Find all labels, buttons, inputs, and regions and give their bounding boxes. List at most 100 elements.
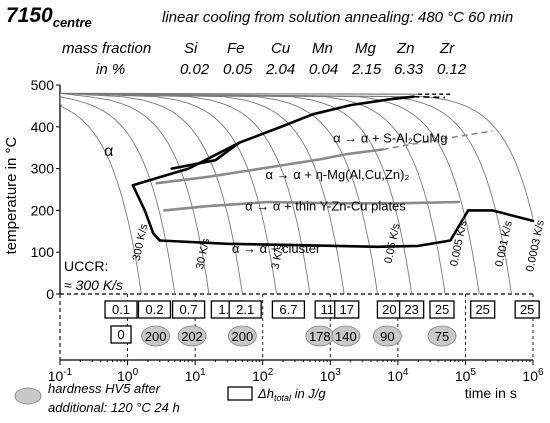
enthalpy-value-label: 23 [404, 302, 418, 317]
enthalpy-initial-label: 0 [117, 327, 124, 342]
hardness-value: 200 [232, 329, 254, 344]
element-symbol: Zn [397, 40, 415, 57]
hardness-value: 200 [145, 329, 167, 344]
cooling-curves [60, 92, 533, 294]
hardness-value: 178 [309, 329, 331, 344]
cooling-curve [60, 92, 277, 294]
phase-boundary-line [131, 141, 241, 187]
phase-boundary-line [131, 184, 162, 242]
hardness-marker [177, 325, 207, 347]
enthalpy-value-box [137, 300, 172, 319]
hardness-value: 90 [380, 329, 394, 344]
enthalpy-value-box [470, 300, 496, 319]
hardness-value: 140 [335, 329, 357, 344]
phase-boundary-dashed [382, 130, 493, 151]
element-value: 0.02 [180, 61, 210, 78]
x-tick-label: 10-1 [48, 367, 73, 384]
alloy-subscript: centre [52, 15, 92, 31]
cooling-rate-label: 0.005 K/s [448, 219, 470, 267]
element-value: 0.05 [223, 61, 253, 78]
hardness-value: 75 [435, 329, 449, 344]
enthalpy-value-label: 25 [475, 302, 489, 317]
cooling-curve [60, 92, 378, 294]
enthalpy-value-box [271, 300, 306, 319]
cooling-rate-label: 300 K/s [131, 223, 151, 262]
region-label: α → α + S-Al₂CuMg [333, 131, 447, 146]
element-value: 2.04 [266, 61, 296, 78]
enthalpy-value-box [334, 300, 360, 319]
cooling-curve [60, 92, 413, 294]
cooling-curve [60, 93, 142, 294]
region-label: α [104, 143, 113, 160]
enthalpy-value-label: 20 [382, 302, 396, 317]
x-tick-label: 101 [185, 367, 207, 384]
legend-hardness-text: additional: 120 °C 24 h [48, 400, 180, 415]
x-tick-label: 102 [252, 367, 274, 384]
enthalpy-value-label: 6.7 [279, 302, 297, 317]
alloy-title: 7150centre [6, 4, 92, 30]
cooling-curve [60, 92, 533, 221]
cooling-curve [60, 92, 512, 294]
y-tick-label: 500 [31, 77, 55, 93]
x-tick-label: 100 [117, 367, 139, 384]
phase-boundary-line [155, 148, 385, 185]
enthalpy-value-box [104, 300, 138, 319]
y-tick-label: 0 [46, 286, 54, 302]
legend-hardness-text: hardness HV5 after [48, 381, 161, 396]
unit-label: in % [96, 61, 126, 78]
annealing-line [59, 92, 419, 95]
element-value: 2.15 [352, 61, 382, 78]
cooling-rate-label: 3 K/s [269, 243, 286, 271]
cooling-curve [60, 92, 243, 294]
hardness-marker [427, 325, 457, 347]
element-symbol: Fe [227, 40, 245, 57]
legend-enthalpy-swatch [227, 386, 253, 401]
enthalpy-value-label: 2.1 [236, 302, 254, 317]
phase-boundary-dashed [413, 95, 446, 99]
process-label: linear cooling from solution annealing: … [162, 9, 514, 26]
y-tick-label: 200 [31, 202, 55, 218]
enthalpy-value-label: 25 [435, 302, 449, 317]
legend-enthalpy-text: Δhtotal in J/g [257, 386, 326, 403]
x-tick-label: 105 [455, 367, 477, 384]
cooling-curve [60, 93, 176, 294]
cooling-rate-label: 0.0003 K/s [524, 218, 547, 272]
enthalpy-value-box [429, 300, 455, 319]
phase-boundary-line [170, 95, 415, 170]
x-tick-label: 103 [320, 367, 342, 384]
enthalpy-value-label: 25 [520, 302, 534, 317]
x-axis-label: time in s [465, 385, 517, 401]
phase-boundary-line [163, 200, 461, 212]
element-symbol: Si [184, 40, 198, 57]
enthalpy-value-label: 0.1 [112, 302, 130, 317]
region-label: α → α + η-Mg(Al,Cu,Zn)₂ [266, 167, 410, 182]
region-label: α → α + cluster [232, 241, 321, 256]
y-tick-label: 400 [31, 119, 55, 135]
x-tick-label: 104 [387, 367, 409, 384]
cooling-curve [60, 92, 210, 294]
region-label: α → α + thin Y-Zn-Cu plates [245, 198, 406, 213]
enthalpy-value-label: 0.2 [145, 302, 163, 317]
element-value: 6.33 [394, 61, 424, 78]
hardness-value: 202 [181, 329, 203, 344]
hardness-marker [331, 325, 361, 347]
uccr-value: ≈ 300 K/s [64, 277, 123, 293]
element-symbol: Mg [355, 40, 376, 57]
uccr-label: UCCR: [64, 258, 108, 274]
hardness-marker [141, 325, 171, 347]
enthalpy-value-box [171, 300, 206, 319]
mass-fraction-label: mass fraction [62, 40, 152, 57]
y-tick-label: 300 [31, 161, 55, 177]
element-value: 0.12 [437, 61, 467, 78]
hardness-marker [227, 325, 257, 347]
cooling-rate-label: 0.05 K/s [383, 222, 403, 264]
enthalpy-value-box [514, 300, 540, 319]
y-tick-label: 100 [31, 244, 55, 260]
enthalpy-value-label: 11 [320, 302, 334, 317]
enthalpy-value-box [228, 300, 262, 319]
element-symbol: Zr [440, 40, 455, 57]
enthalpy-value-box [398, 300, 425, 319]
enthalpy-initial-box [110, 325, 132, 344]
phase-boundary-line [158, 209, 535, 249]
